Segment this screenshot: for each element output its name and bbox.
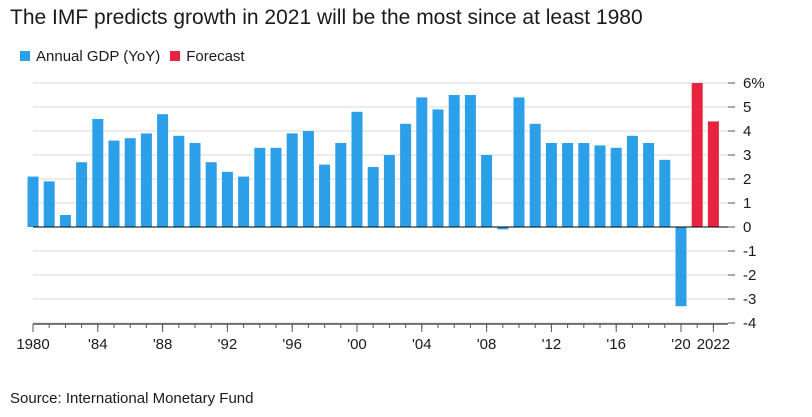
bar-actual xyxy=(643,143,655,227)
bar-actual xyxy=(383,155,395,227)
x-tick-label: '00 xyxy=(347,336,367,353)
bar-actual xyxy=(221,171,233,227)
x-tick-label: '04 xyxy=(412,336,432,353)
bar-actual xyxy=(416,97,428,228)
bar-forecast xyxy=(691,83,703,227)
legend-item-actual: Annual GDP (YoY) xyxy=(20,48,160,65)
chart-title: The IMF predicts growth in 2021 will be … xyxy=(10,6,643,29)
bar-actual xyxy=(659,159,671,227)
bar-actual xyxy=(286,133,298,227)
bar-actual xyxy=(108,140,120,227)
legend: Annual GDP (YoY) Forecast xyxy=(20,47,255,65)
bar-actual xyxy=(545,143,557,227)
y-tick-label: 2 xyxy=(743,171,751,188)
y-tick-label: 0 xyxy=(743,219,751,236)
bar-actual xyxy=(594,145,606,227)
source-note: Source: International Monetary Fund xyxy=(10,390,254,407)
bar-actual xyxy=(529,123,541,227)
x-tick-label: 2022 xyxy=(697,336,730,353)
bar-actual xyxy=(400,123,412,227)
bar-actual xyxy=(27,176,39,227)
bar-actual xyxy=(497,227,509,230)
bar-actual xyxy=(319,164,331,227)
x-tick-label: '96 xyxy=(282,336,302,353)
x-tick-label: '92 xyxy=(218,336,238,353)
bar-actual xyxy=(43,181,55,227)
bar-actual xyxy=(92,119,104,227)
x-tick-label: '20 xyxy=(671,336,691,353)
bar-actual xyxy=(610,147,622,227)
x-tick-label: '88 xyxy=(153,336,173,353)
bar-actual xyxy=(562,143,574,227)
bar-actual xyxy=(675,227,687,307)
bar-actual xyxy=(76,162,88,227)
y-tick-label: -4 xyxy=(743,315,756,332)
x-tick-label: '16 xyxy=(606,336,626,353)
bar-actual xyxy=(238,176,250,227)
bar-actual xyxy=(205,162,217,227)
legend-swatch-actual xyxy=(20,51,30,61)
bar-actual xyxy=(351,111,363,227)
bar-actual xyxy=(335,143,347,227)
y-tick-label: 6% xyxy=(743,75,765,92)
bar-actual xyxy=(464,95,476,227)
bar-actual xyxy=(124,138,136,227)
y-tick-label: -2 xyxy=(743,267,756,284)
legend-swatch-forecast xyxy=(170,51,181,61)
legend-label-forecast: Forecast xyxy=(186,47,245,65)
bar-actual xyxy=(189,143,201,227)
bar-actual xyxy=(626,135,638,227)
y-tick-label: 1 xyxy=(743,195,751,212)
bar-actual xyxy=(173,135,185,227)
y-tick-label: -3 xyxy=(743,291,756,308)
x-tick-label: '84 xyxy=(88,336,108,353)
bar-actual xyxy=(578,143,590,227)
bars xyxy=(27,83,719,307)
x-tick-label: 1980 xyxy=(16,336,49,353)
x-tick-label: '08 xyxy=(477,336,497,353)
y-tick-label: 3 xyxy=(743,147,751,164)
bar-actual xyxy=(481,155,493,227)
bar-actual xyxy=(140,133,152,227)
bar-actual xyxy=(432,109,444,227)
bar-forecast xyxy=(707,121,719,227)
bar-actual xyxy=(59,215,71,227)
y-tick-label: -1 xyxy=(743,243,756,260)
y-tick-label: 4 xyxy=(743,123,751,140)
bar-actual xyxy=(270,147,282,227)
x-tick-label: '12 xyxy=(542,336,562,353)
bar-actual xyxy=(367,167,379,227)
bar-actual xyxy=(157,114,169,227)
bar-actual xyxy=(513,97,525,228)
legend-label-actual: Annual GDP (YoY) xyxy=(36,47,161,65)
legend-item-forecast: Forecast xyxy=(170,47,245,65)
bar-actual xyxy=(254,147,266,227)
gridlines xyxy=(33,82,728,324)
axes: -4 -3 -2 -1 0 1 2 3 4 5 6% 1980 '84 '88 '92 '96 '00 '04 '0… xyxy=(16,75,764,353)
y-tick-label: 5 xyxy=(743,99,751,116)
bar-actual xyxy=(302,131,314,227)
bar-actual xyxy=(448,95,460,227)
